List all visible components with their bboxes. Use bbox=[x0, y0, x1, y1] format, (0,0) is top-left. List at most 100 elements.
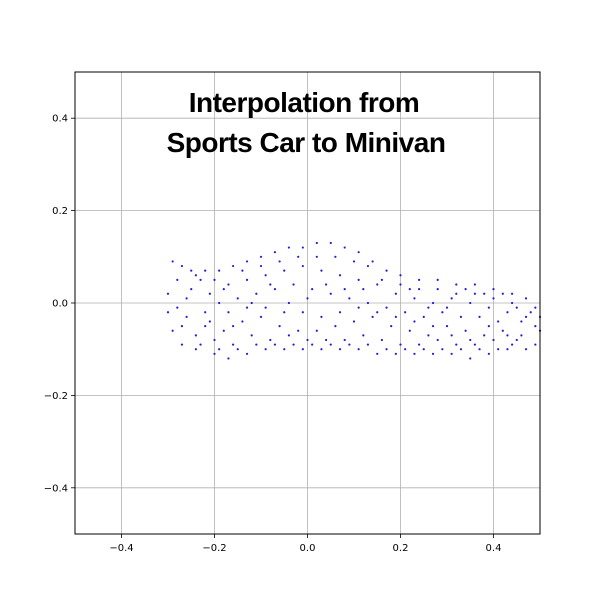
data-point bbox=[408, 329, 411, 332]
data-point bbox=[492, 297, 495, 300]
data-point bbox=[208, 292, 211, 295]
data-point bbox=[385, 348, 388, 351]
data-point bbox=[264, 306, 267, 309]
x-tick-label: 0.2 bbox=[393, 543, 409, 554]
data-point bbox=[450, 352, 453, 355]
y-tick-label: −0.4 bbox=[44, 483, 68, 494]
data-point bbox=[259, 264, 263, 268]
data-point bbox=[218, 301, 221, 305]
data-point bbox=[366, 301, 370, 305]
data-point bbox=[524, 297, 528, 300]
data-point bbox=[311, 343, 314, 346]
data-point bbox=[320, 348, 323, 351]
data-point bbox=[218, 348, 221, 351]
title-line: Sports Car to Minivan bbox=[167, 127, 446, 158]
x-axis: −0.4 −0.2 0.0 0.2 0.4 bbox=[109, 534, 501, 554]
data-point bbox=[376, 283, 379, 286]
chart-title: Interpolation from Sports Car to Minivan bbox=[167, 87, 446, 158]
data-point bbox=[418, 278, 421, 281]
data-point bbox=[501, 292, 504, 295]
data-point bbox=[427, 306, 430, 309]
data-point bbox=[283, 269, 286, 272]
data-point bbox=[506, 311, 509, 314]
data-point bbox=[520, 334, 523, 337]
data-point bbox=[348, 343, 351, 346]
data-point bbox=[431, 325, 435, 328]
data-point bbox=[473, 292, 476, 295]
data-point bbox=[166, 292, 170, 295]
data-point bbox=[283, 348, 286, 351]
data-point bbox=[524, 348, 528, 351]
data-point bbox=[166, 311, 170, 314]
data-point bbox=[222, 288, 225, 291]
data-point bbox=[455, 343, 458, 346]
y-tick-label: −0.2 bbox=[44, 391, 68, 402]
data-point bbox=[478, 315, 481, 318]
data-point bbox=[218, 269, 221, 272]
data-point bbox=[264, 274, 267, 277]
data-point bbox=[413, 297, 416, 300]
data-point bbox=[194, 274, 197, 277]
data-point bbox=[204, 311, 207, 314]
data-point bbox=[450, 297, 453, 300]
data-point bbox=[371, 315, 374, 318]
data-point bbox=[283, 311, 286, 314]
data-point bbox=[455, 283, 458, 286]
data-point bbox=[301, 264, 304, 268]
y-tick-label: 0.4 bbox=[52, 114, 68, 125]
data-point bbox=[436, 278, 439, 281]
data-point bbox=[399, 274, 402, 277]
data-point bbox=[524, 315, 528, 318]
data-point bbox=[306, 338, 309, 342]
x-tick-label: 0.4 bbox=[486, 543, 502, 554]
data-point bbox=[227, 283, 230, 286]
data-point bbox=[273, 288, 277, 291]
data-point bbox=[510, 292, 514, 295]
data-point bbox=[473, 283, 476, 286]
data-point bbox=[338, 348, 342, 351]
data-point bbox=[510, 343, 514, 346]
data-point bbox=[436, 338, 439, 342]
data-point bbox=[232, 325, 235, 328]
data-point bbox=[287, 301, 290, 305]
data-point bbox=[418, 288, 421, 291]
y-tick-label: 0.0 bbox=[52, 299, 68, 310]
data-point bbox=[431, 352, 435, 355]
data-point bbox=[320, 315, 323, 318]
data-points bbox=[166, 241, 542, 360]
data-point bbox=[459, 348, 463, 351]
data-point bbox=[506, 348, 509, 351]
data-point bbox=[450, 334, 453, 337]
data-point bbox=[287, 246, 290, 249]
data-point bbox=[464, 329, 467, 332]
data-point bbox=[362, 334, 365, 337]
data-point bbox=[445, 325, 449, 328]
data-point bbox=[227, 311, 230, 314]
data-point bbox=[250, 301, 253, 305]
data-point bbox=[190, 288, 193, 291]
data-point bbox=[190, 269, 193, 272]
data-point bbox=[529, 311, 532, 314]
data-point bbox=[315, 241, 318, 245]
data-point bbox=[534, 306, 537, 309]
data-point bbox=[515, 338, 518, 342]
data-point bbox=[273, 343, 277, 346]
data-point bbox=[413, 320, 416, 323]
data-point bbox=[259, 255, 263, 258]
data-point bbox=[357, 306, 360, 309]
data-point bbox=[408, 288, 411, 291]
data-point bbox=[385, 269, 388, 272]
data-point bbox=[180, 343, 184, 346]
data-point bbox=[306, 297, 309, 300]
data-point bbox=[441, 348, 444, 351]
data-point bbox=[399, 283, 402, 286]
data-point bbox=[185, 297, 188, 300]
data-point bbox=[273, 251, 277, 254]
data-point bbox=[320, 269, 323, 272]
data-point bbox=[352, 320, 356, 323]
data-point bbox=[250, 334, 253, 337]
data-point bbox=[357, 278, 360, 281]
data-point bbox=[287, 334, 290, 337]
data-point bbox=[236, 297, 239, 300]
data-point bbox=[404, 348, 407, 351]
